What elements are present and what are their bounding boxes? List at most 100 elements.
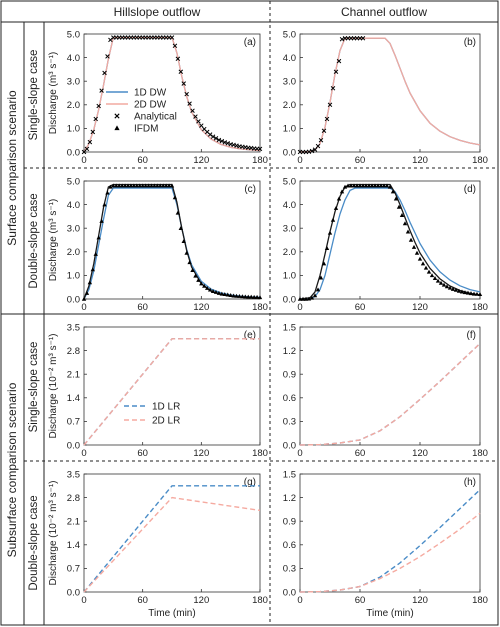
ifdm-point (161, 183, 166, 188)
analytical-point (339, 36, 345, 42)
ifdm-point (438, 280, 444, 285)
y-axis-label: Discharge (m³ s⁻¹) (48, 52, 59, 135)
ifdm-point (405, 229, 411, 234)
ifdm-point (348, 183, 354, 188)
series-line-1d-dw (83, 187, 261, 300)
analytical-point (169, 35, 175, 40)
panel-label: (b) (464, 37, 476, 48)
ifdm-point (297, 296, 303, 301)
x-tick-label: 0 (81, 155, 86, 166)
ifdm-point (122, 183, 128, 188)
y-tick-label: 5.0 (283, 176, 296, 187)
ifdm-point (178, 226, 183, 230)
y-tick-label: 1.2 (283, 493, 296, 504)
case-label-double-bottom: Double-slope case (28, 495, 40, 590)
ifdm-point (137, 183, 142, 188)
case-label-double-top: Double-slope case (28, 193, 40, 288)
analytical-point (219, 138, 225, 144)
ifdm-point (228, 293, 233, 297)
analytical-point (318, 137, 324, 143)
y-tick-label: 0.0 (283, 440, 296, 451)
analytical-point (96, 103, 101, 109)
analytical-point (210, 134, 216, 139)
scenario-label-subsurface: Subsurface comparison scenario (5, 382, 19, 557)
ifdm-point (210, 289, 216, 293)
x-tick-label: 0 (81, 448, 86, 459)
ifdm-point (327, 230, 333, 235)
ifdm-point (468, 291, 474, 296)
x-tick-label: 180 (252, 448, 268, 459)
ifdm-point (175, 210, 181, 215)
legend-label: 2D LR (152, 416, 180, 427)
ifdm-point (213, 289, 219, 294)
ifdm-point (163, 183, 169, 188)
y-tick-label: 2.0 (67, 100, 80, 111)
ifdm-point (166, 183, 172, 188)
ifdm-point (423, 265, 429, 270)
x-tick-label: 180 (252, 155, 268, 166)
analytical-point (93, 116, 98, 122)
ifdm-point (108, 184, 113, 189)
y-tick-label: 3.0 (283, 77, 296, 88)
y-tick-label: 5.0 (283, 29, 296, 40)
ifdm-point (257, 295, 263, 300)
ifdm-point (321, 261, 327, 266)
y-tick-label: 0.0 (283, 294, 296, 305)
chart-panel-c: 0 60 120 180 0.0 1.0 2.0 3.0 4.0 5.0 (c) Discharge … (48, 176, 268, 313)
ifdm-point (146, 183, 151, 188)
ifdm-point (125, 183, 131, 188)
ifdm-point (114, 183, 119, 188)
y-tick-label: 0.9 (283, 517, 296, 528)
plot-area (299, 473, 481, 593)
ifdm-point (417, 256, 423, 261)
y-tick-label: 0.0 (283, 147, 296, 158)
ifdm-point (84, 290, 90, 295)
chart-panel-a: 0 60 120 180 0.0 1.0 2.0 3.0 4.0 5.0 (a) Discharge … (48, 29, 268, 166)
ifdm-point (354, 183, 360, 188)
y-tick-label: 0.0 (283, 587, 296, 598)
ifdm-point (155, 183, 160, 188)
ifdm-point (134, 183, 139, 188)
series-line-2d-dw (299, 183, 481, 300)
case-label-single-top: Single-slope case (28, 50, 40, 141)
x-tick-label: 60 (137, 155, 148, 166)
x-tick-label: 0 (81, 595, 86, 606)
ifdm-point (342, 184, 348, 189)
ifdm-point (300, 296, 306, 301)
x-tick-label: 60 (137, 595, 148, 606)
ifdm-point (435, 278, 441, 283)
ifdm-point (372, 183, 378, 188)
analytical-point (333, 69, 339, 75)
ifdm-point (169, 183, 175, 188)
analytical-point (309, 148, 315, 154)
analytical-point (222, 140, 228, 145)
x-tick-label: 120 (193, 595, 209, 606)
ifdm-point (312, 293, 318, 298)
analytical-point (312, 147, 318, 152)
ifdm-point (205, 285, 210, 290)
ifdm-point (474, 291, 480, 296)
analytical-point (336, 58, 342, 64)
plot-area (299, 326, 481, 446)
ifdm-point (339, 189, 345, 194)
ifdm-point (366, 183, 372, 188)
analytical-point (90, 129, 96, 135)
x-tick-label: 180 (472, 595, 488, 606)
ifdm-point (309, 295, 315, 300)
ifdm-point (93, 251, 98, 256)
x-tick-label: 0 (297, 302, 302, 313)
y-tick-label: 4.0 (283, 53, 296, 64)
x-tick-label: 180 (472, 155, 488, 166)
y-tick-label: 1.2 (283, 346, 296, 357)
ifdm-point (237, 293, 242, 298)
ifdm-point (152, 183, 157, 188)
x-tick-label: 180 (472, 448, 488, 459)
x-tick-label: 60 (355, 302, 366, 313)
ifdm-point (240, 294, 245, 299)
x-tick-label: 60 (137, 448, 148, 459)
ifdm-point (225, 292, 230, 297)
legend-label: Analytical (134, 112, 177, 123)
ifdm-point (96, 235, 101, 240)
legend-label: 1D DW (134, 88, 167, 99)
